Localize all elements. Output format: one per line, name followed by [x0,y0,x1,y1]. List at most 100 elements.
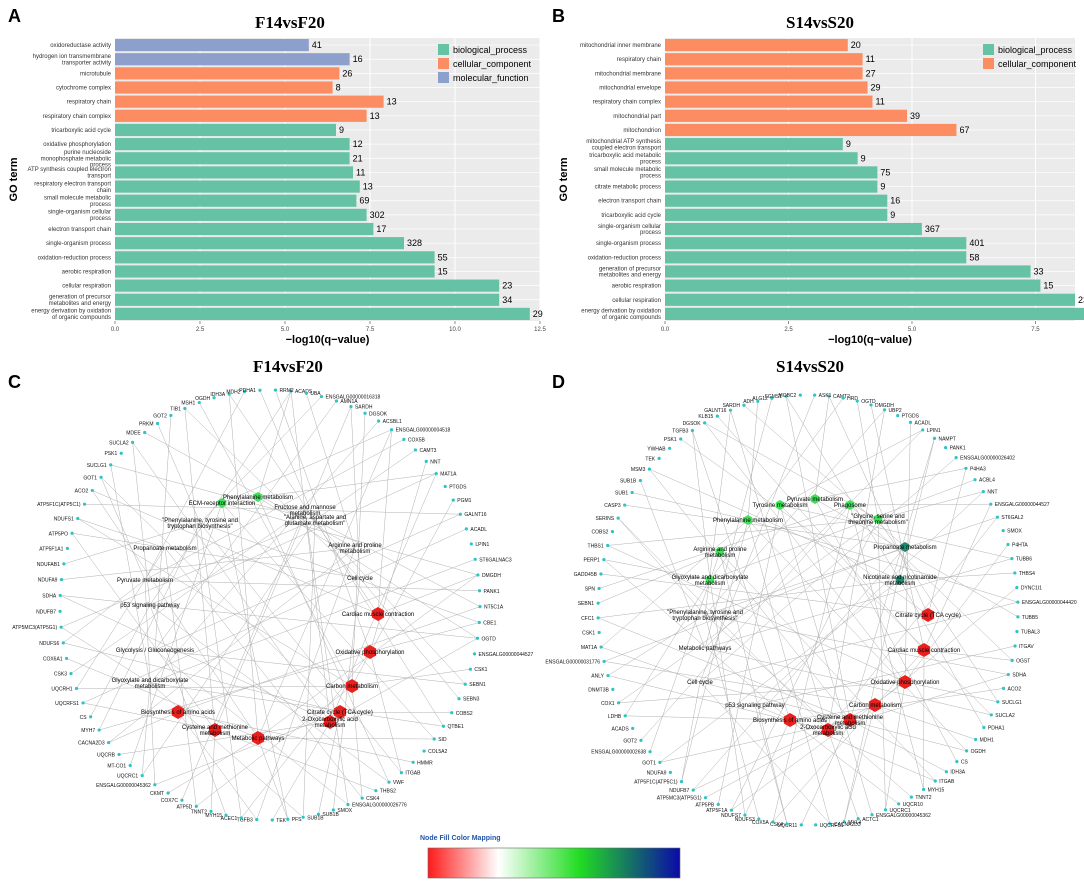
gene-label: ACBL4 [979,478,995,484]
legend-swatch [438,44,449,55]
network-edge [772,504,851,823]
network-edge [814,498,958,762]
gene-label: PSK1 [104,451,117,457]
legend-label: cellular_component [998,59,1077,69]
network-edge [351,499,454,687]
gene-label: PDHA1 [988,725,1005,731]
bar-count-label: 13 [387,97,397,107]
bar-count-label: 67 [959,125,969,135]
bar-count-label: 33 [1034,266,1044,276]
gene-label: PSK1 [664,437,677,443]
gene-label: P4HA3 [970,466,986,472]
gene-label: TGFB3 [237,818,253,824]
network-edge [144,439,405,581]
network-edge [100,477,146,581]
gene-label: NAMPT [938,436,956,442]
gene-label: TEK [276,818,286,824]
gene-node [472,652,477,656]
gene-node [1010,658,1014,662]
bar-count-label: 75 [880,167,890,177]
network-edge [704,558,1012,649]
network-edge [843,704,876,822]
network-edge [709,579,746,816]
gene-node [973,478,977,482]
bar-count-label: 39 [910,111,920,121]
network-edge [77,518,353,687]
gene-label: SEBN3 [463,697,480,703]
network-edge [177,711,414,763]
gene-node [944,770,948,774]
network-edge [849,504,1013,661]
gene-label: ENSGALG00000004518 [396,428,451,434]
panel-a-plot: 41 oxidoreductase activity 16 hydrogen ion … [8,38,546,346]
network-edge [199,522,480,623]
network-edge [814,498,1019,618]
gene-label: DYNC1I1 [1021,585,1042,591]
gene-node [616,516,620,520]
network-edge [705,729,829,798]
network-edge [789,719,899,805]
gene-node [756,399,760,403]
network-edge [772,649,925,823]
network-edge [754,645,1016,706]
pathway-label: Oxidative phosphorylation [870,680,939,686]
gene-node [955,760,959,764]
gene-node [69,672,73,676]
gene-node [841,396,845,400]
go-term-label: respiratory chain complex [43,114,111,120]
go-term-label: microtubule [80,71,112,77]
network-edge [849,504,924,790]
pathway-node [895,575,905,585]
network-edge [329,473,437,723]
bar-count-label: 20 [851,40,861,50]
gene-node [715,414,719,418]
gene-label: SUB1B [322,812,339,818]
gene-node [58,593,62,598]
pathway-node [900,542,910,552]
network-edge [257,429,392,739]
bar [115,279,500,292]
network-edge [60,595,151,606]
legend-swatch [438,58,449,69]
bar [665,67,863,80]
gene-node [1006,672,1010,677]
gene-label: NT5C1A [484,605,504,611]
gene-label: MOBC2 [779,393,797,399]
gene-node [897,802,901,806]
gene-label: MAT1A [440,472,457,478]
network-edge [731,518,879,811]
bar-count-label: 11 [866,54,875,64]
gene-label: HMMR [417,760,433,766]
pathway-node [371,607,385,621]
gene-node [599,572,603,576]
network-edge [827,517,998,731]
network-edge [730,410,829,731]
network-edge [302,519,316,818]
bar-count-label: 34 [502,295,512,305]
panel-letter-c: C [8,372,21,392]
gene-node [729,808,734,812]
network-edge [132,442,151,606]
network-edge [649,468,851,721]
pathway-label: Carbon metabolism [326,684,378,690]
network-edge [257,737,435,740]
bar-count-label: 21 [353,153,363,163]
pathway-node [810,494,820,504]
gene-node [143,430,147,435]
bar [115,123,336,137]
gene-node [76,516,80,521]
gene-node [255,817,259,822]
pathway-node [868,698,882,712]
go-term-label: single-organism cellular process [48,210,111,222]
network-edge [228,394,259,739]
go-term-label: oxidation-reduction process [588,255,661,261]
gene-node [74,686,79,691]
gene-node [882,408,887,412]
network-edge [257,496,478,639]
gene-label: CSK3 [54,672,67,678]
go-term-label: cytochrome complex [56,86,111,92]
pathway-label: Fructose and mannose metabolism [274,505,336,517]
pathway-node [845,500,855,510]
gene-node [422,749,426,753]
